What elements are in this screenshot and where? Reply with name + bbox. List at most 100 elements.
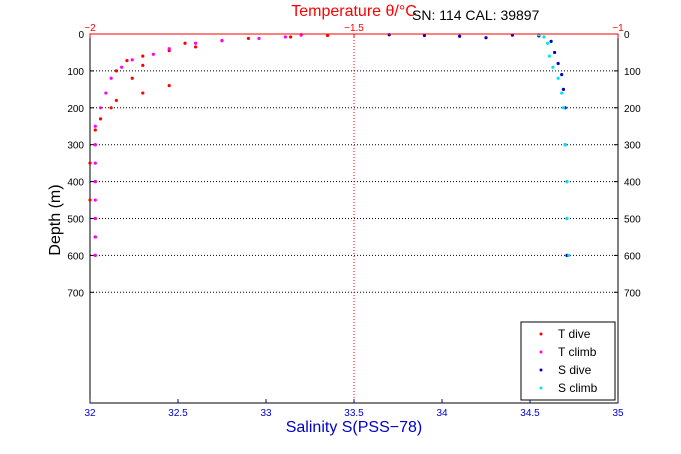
data-point-s-dive: [560, 72, 564, 77]
data-point-t-climb: [93, 161, 97, 165]
legend-marker-t-climb: [539, 350, 543, 354]
data-point-t-climb: [104, 91, 108, 95]
x-tick-label: 34.5: [520, 408, 540, 419]
y-tick-label-left: 200: [67, 104, 84, 115]
x-tick-label: 32: [84, 408, 96, 419]
y-tick-label-right: 300: [624, 141, 641, 152]
y-tick-label-right: 100: [624, 67, 641, 78]
data-point-t-dive: [141, 63, 145, 67]
temperature-tick-label: −1: [612, 23, 624, 34]
legend: T dive T climb S dive S climb: [520, 321, 616, 401]
data-point-t-dive: [114, 98, 118, 103]
data-point-t-climb: [194, 41, 198, 45]
data-point-t-climb: [109, 76, 113, 80]
serial-calibration-text: SN: 114 CAL: 39897: [412, 7, 540, 23]
data-point-t-dive: [141, 54, 145, 58]
data-point-t-climb: [283, 35, 287, 39]
data-point-t-climb: [151, 52, 155, 56]
y-tick-label-right: 700: [624, 288, 641, 299]
data-point-s-climb: [567, 253, 571, 257]
x-axis-ticks: 32 32.5 33 33.5 34 34.5 35: [84, 399, 624, 419]
legend-box: [520, 321, 616, 401]
data-point-s-climb: [565, 216, 569, 221]
data-point-t-climb: [220, 39, 224, 43]
y-tick-label-left: 300: [67, 141, 84, 152]
data-point-t-climb: [93, 216, 97, 221]
data-points: [88, 33, 571, 257]
data-point-s-climb: [556, 76, 560, 80]
x-tick-label: 33: [260, 408, 272, 419]
data-point-t-climb: [93, 198, 97, 202]
data-point-t-climb: [93, 235, 97, 239]
y-tick-label-left: 100: [67, 67, 84, 78]
data-point-s-climb: [551, 65, 555, 69]
y-tick-label-left: 700: [67, 288, 84, 299]
data-point-t-climb: [93, 180, 97, 184]
data-point-t-dive: [125, 58, 129, 63]
data-point-t-dive: [183, 41, 187, 45]
x-tick-label: 35: [612, 408, 624, 419]
legend-label-t-dive: T dive: [558, 327, 591, 341]
x-axis-title: Salinity S(PSS−78): [286, 419, 423, 436]
temperature-tick-label: −2: [84, 23, 96, 34]
grid-lines: [90, 34, 618, 403]
data-point-s-climb: [563, 143, 567, 147]
legend-label-s-climb: S climb: [558, 381, 598, 395]
data-point-t-climb: [167, 47, 171, 51]
data-point-s-climb: [565, 180, 569, 184]
legend-label-s-dive: S dive: [558, 363, 592, 377]
y-tick-label-left: 400: [67, 178, 84, 189]
data-point-t-climb: [257, 36, 261, 41]
y-tick-label-right: 600: [624, 251, 641, 262]
data-point-s-climb: [542, 35, 546, 39]
temperature-tick-label: −1.5: [344, 23, 364, 34]
data-point-t-climb: [120, 65, 124, 69]
data-point-t-dive: [141, 91, 145, 95]
legend-marker-t-dive: [539, 332, 543, 336]
data-point-t-climb: [130, 58, 134, 62]
data-point-s-dive: [561, 87, 566, 91]
x-tick-label: 32.5: [168, 408, 188, 419]
data-point-s-climb: [547, 54, 551, 58]
data-point-t-dive: [326, 33, 330, 38]
data-point-s-dive: [553, 50, 557, 55]
data-point-t-dive: [93, 128, 97, 132]
data-point-t-climb: [98, 106, 103, 110]
legend-marker-s-dive: [539, 368, 543, 372]
y-axis-title: Depth (m): [47, 184, 64, 255]
data-point-t-dive: [98, 117, 103, 121]
temperature-axis-title: Temperature θ/°C: [291, 3, 417, 20]
data-point-t-dive: [109, 106, 113, 110]
data-point-t-dive: [194, 45, 198, 49]
y-tick-label-left: 600: [67, 251, 84, 262]
data-point-s-dive: [556, 61, 560, 66]
data-point-s-dive: [422, 33, 426, 38]
x-tick-label: 34: [436, 408, 448, 419]
data-point-s-climb: [560, 91, 564, 95]
x-tick-label: 33.5: [344, 408, 364, 419]
data-point-t-dive: [130, 76, 134, 80]
data-point-t-dive: [246, 36, 250, 41]
y-tick-label-right: 200: [624, 104, 641, 115]
data-point-t-dive: [114, 69, 118, 73]
data-point-t-dive: [88, 198, 92, 202]
data-point-s-dive: [484, 36, 488, 40]
data-point-s-climb: [546, 41, 550, 45]
y-tick-label-right: 0: [624, 30, 630, 41]
data-point-s-climb: [561, 106, 566, 110]
data-point-t-climb: [93, 143, 97, 147]
data-point-t-dive: [289, 35, 293, 39]
temperature-axis-ticks: −2 −1.5 −1: [84, 23, 624, 38]
y-tick-label-right: 400: [624, 178, 641, 189]
y-tick-label-left: 500: [67, 215, 84, 226]
legend-label-t-climb: T climb: [558, 345, 597, 359]
data-point-t-dive: [167, 84, 171, 88]
data-point-t-dive: [88, 161, 92, 165]
data-point-t-climb: [93, 253, 97, 257]
data-point-s-dive: [549, 39, 553, 43]
y-tick-label-left: 0: [78, 30, 84, 41]
data-point-t-climb: [93, 124, 97, 128]
y-tick-label-right: 500: [624, 215, 641, 226]
data-point-s-dive: [458, 34, 462, 38]
